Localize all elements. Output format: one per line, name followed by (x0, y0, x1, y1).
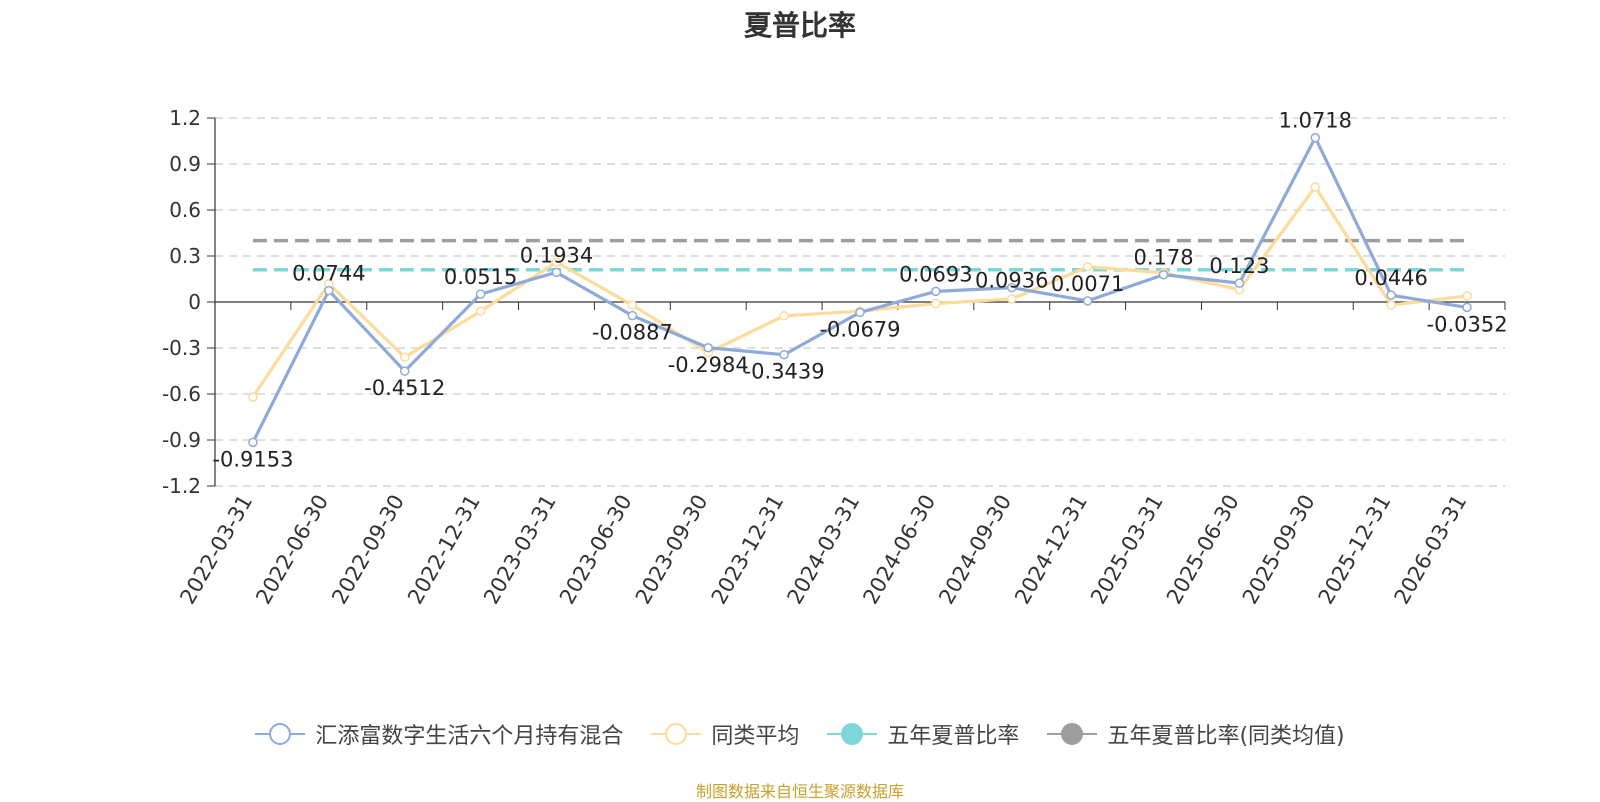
data-point-fund (1234, 278, 1245, 288)
data-point-fund (931, 286, 941, 297)
legend-item-peer-average[interactable]: 同类平均 (651, 718, 799, 750)
legend-item-five-year-sharpe[interactable]: 五年夏普比率 (827, 718, 1019, 750)
data-point-fund (627, 310, 638, 321)
data-point-peer-average (551, 257, 562, 267)
data-label-fund: -0.2984 (668, 353, 749, 377)
data-point-peer-average (1007, 294, 1017, 304)
data-label-fund: -0.9153 (212, 447, 293, 471)
data-point-fund (324, 285, 334, 296)
sharpe-ratio-line-chart: 1.20.90.60.30-0.3-0.6-0.9-1.22022-03-312… (162, 106, 1508, 609)
data-point-fund (779, 349, 789, 360)
series-line-peer-average (251, 185, 1468, 398)
y-tick-label: -0.3 (162, 336, 201, 360)
data-label-fund: -0.0352 (1427, 312, 1508, 336)
data-label-fund: 0.0071 (1051, 272, 1124, 296)
data-point-peer-average (627, 300, 638, 310)
x-tick-label: 2022-09-30 (327, 491, 409, 609)
x-tick-label: 2024-12-31 (1010, 491, 1092, 609)
data-point-fund (1462, 302, 1472, 313)
data-point-peer-average (248, 392, 258, 402)
x-tick-label: 2024-03-31 (783, 491, 865, 609)
legend-label-five-year-sharpe-peer: 五年夏普比率(同类均值) (1107, 724, 1345, 749)
x-tick-label: 2024-06-30 (858, 491, 940, 609)
data-label-fund: 0.0936 (975, 269, 1048, 293)
data-point-peer-average (399, 352, 410, 362)
x-tick-label: 2023-09-30 (631, 491, 713, 609)
legend-symbol-fund (255, 723, 306, 745)
legend-item-fund[interactable]: 汇添富数字生活六个月持有混合 (255, 718, 623, 750)
legend-symbol-five-year-sharpe-peer (1047, 723, 1098, 745)
data-point-fund (1310, 132, 1321, 143)
data-label-fund: 0.178 (1133, 246, 1193, 270)
data-point-peer-average (779, 311, 789, 321)
data-label-fund: 0.0515 (444, 265, 517, 289)
x-tick-label: 2022-06-30 (251, 491, 333, 609)
data-label-fund: 0.0693 (899, 262, 972, 286)
x-tick-label: 2025-09-30 (1238, 491, 1320, 609)
x-tick-label: 2023-12-31 (707, 491, 789, 609)
data-label-fund: 0.0446 (1354, 266, 1427, 290)
x-tick-label: 2023-06-30 (555, 491, 637, 609)
y-tick-label: -0.9 (162, 428, 201, 452)
x-tick-label: 2025-06-30 (1162, 491, 1244, 609)
chart-title: 夏普比率 (743, 9, 856, 42)
data-point-peer-average (1310, 182, 1321, 192)
data-point-fund (855, 307, 865, 318)
data-point-fund (703, 343, 713, 353)
data-label-fund: 0.0744 (292, 262, 365, 286)
data-label-fund: -0.4512 (364, 376, 445, 400)
x-tick-label: 2025-12-31 (1314, 491, 1396, 609)
data-point-fund (248, 437, 258, 448)
data-label-fund: -0.0887 (592, 321, 673, 345)
data-point-fund (1082, 296, 1093, 306)
data-point-fund (551, 267, 562, 278)
y-tick-label: 1.2 (169, 106, 201, 130)
legend-item-five-year-sharpe-peer[interactable]: 五年夏普比率(同类均值) (1047, 718, 1345, 750)
x-tick-label: 2022-03-31 (175, 491, 257, 609)
data-point-peer-average (475, 306, 486, 316)
data-label-fund: 0.123 (1209, 254, 1269, 278)
data-point-fund (1386, 290, 1396, 300)
data-point-fund (1158, 269, 1169, 280)
x-tick-label: 2025-03-31 (1086, 491, 1168, 609)
y-tick-label: 0.3 (169, 244, 201, 268)
y-tick-label: 0.9 (169, 152, 201, 176)
legend-label-fund: 汇添富数字生活六个月持有混合 (315, 724, 624, 749)
legend-label-peer-average: 同类平均 (711, 724, 800, 749)
data-label-fund: 0.1934 (520, 243, 593, 267)
data-point-fund (399, 366, 410, 376)
legend-symbol-peer-average (651, 723, 702, 745)
data-point-peer-average (1386, 300, 1396, 310)
data-label-fund: -0.0679 (819, 317, 900, 341)
data-label-fund: -0.3439 (744, 360, 825, 384)
data-point-fund (1007, 282, 1017, 293)
y-tick-label: 0 (188, 290, 201, 314)
x-tick-label: 2023-03-31 (479, 491, 561, 609)
data-point-peer-average (1462, 291, 1472, 301)
data-source-note: 制图数据来自恒生聚源数据库 (695, 782, 904, 801)
data-point-peer-average (1082, 261, 1093, 272)
x-tick-label: 2022-12-31 (403, 491, 485, 609)
legend-symbol-five-year-sharpe (827, 723, 878, 745)
data-point-fund (475, 289, 486, 299)
y-tick-label: -0.6 (162, 382, 201, 406)
y-tick-label: 0.6 (169, 198, 201, 222)
y-tick-label: -1.2 (162, 474, 201, 498)
legend: 汇添富数字生活六个月持有混合 同类平均 五年夏普比率 五年夏普比率(同类均值) (0, 718, 1600, 750)
data-point-peer-average (931, 298, 941, 309)
x-tick-label: 2024-09-30 (934, 490, 1016, 608)
legend-label-five-year-sharpe: 五年夏普比率 (887, 724, 1020, 749)
x-tick-label: 2026-03-31 (1390, 491, 1472, 609)
data-label-fund: 1.0718 (1279, 109, 1352, 133)
